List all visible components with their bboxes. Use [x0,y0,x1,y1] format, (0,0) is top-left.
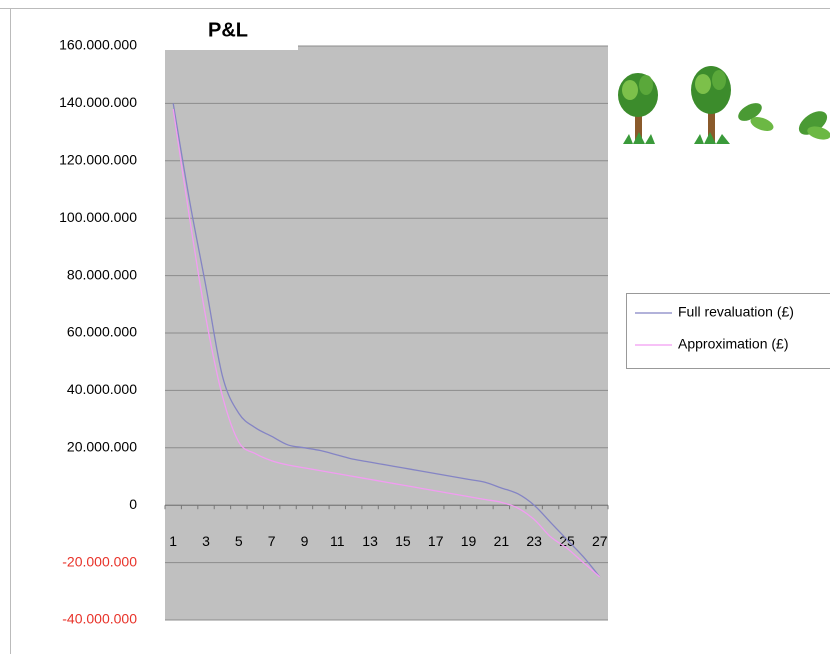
x-tick-label: 15 [395,533,411,549]
x-tick-label: 25 [559,533,575,549]
x-tick-label: 21 [494,533,510,549]
y-tick-label: 160.000.000 [59,37,137,53]
x-tick-label: 11 [330,533,345,549]
x-tick-label: 3 [202,533,210,549]
y-tick-label: 40.000.000 [67,381,137,397]
y-tick-label: 100.000.000 [59,209,137,225]
title-box [160,9,298,50]
tree-clipart [618,66,830,144]
x-tick-label: 23 [526,533,542,549]
y-tick-label: 120.000.000 [59,152,137,168]
x-tick-label: 17 [428,533,444,549]
data-line [172,109,601,578]
y-tick-label: 80.000.000 [67,266,137,282]
y-tick-label: 20.000.000 [67,439,137,455]
x-tick-label: 5 [235,533,243,549]
y-tick-label: -20.000.000 [62,553,137,569]
chart-title: P&L [208,19,248,41]
x-tick-label: 9 [301,533,309,549]
data-line [172,103,601,578]
grid [165,45,608,621]
y-tick-label: 140.000.000 [59,94,137,110]
y-tick-label: -40.000.000 [62,611,137,627]
y-tick-label: 60.000.000 [67,324,137,340]
legend: Full revaluation (£) Approximation (£) [626,293,830,369]
legend-label: Approximation (£) [678,336,789,352]
x-tick-label: 19 [461,533,477,549]
legend-box [626,293,830,369]
x-tick-label: 13 [362,533,378,549]
x-tick-label: 7 [268,533,276,549]
y-tick-label: 0 [129,496,137,512]
x-tick-label: 1 [169,533,177,549]
x-tick-label: 27 [592,533,608,549]
legend-label: Full revaluation (£) [678,304,794,320]
